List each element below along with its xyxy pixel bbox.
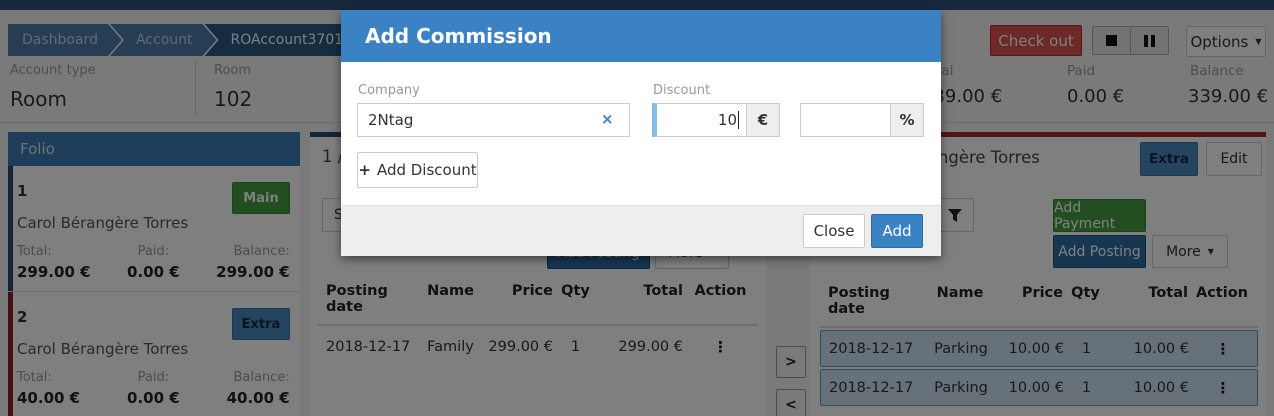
discount-amount-value: 10 bbox=[717, 111, 737, 129]
clear-company-icon[interactable]: × bbox=[601, 110, 614, 128]
add-discount-label: Add Discount bbox=[376, 161, 477, 179]
add-discount-button[interactable]: + Add Discount bbox=[357, 152, 478, 188]
plus-icon: + bbox=[358, 161, 371, 179]
company-input[interactable] bbox=[357, 103, 630, 137]
close-button[interactable]: Close bbox=[803, 214, 865, 248]
company-label: Company bbox=[358, 83, 420, 98]
modal-title: Add Commission bbox=[341, 10, 941, 62]
modal-footer: Close Add bbox=[341, 205, 941, 256]
text-cursor bbox=[738, 111, 739, 129]
discount-label: Discount bbox=[653, 83, 711, 98]
discount-amount-input[interactable]: 10 bbox=[652, 103, 747, 137]
euro-suffix: € bbox=[746, 103, 780, 137]
percent-suffix: % bbox=[890, 103, 924, 137]
discount-percent-input[interactable] bbox=[800, 103, 891, 137]
add-button[interactable]: Add bbox=[871, 214, 923, 248]
add-commission-modal: Add Commission Company × Discount 10 € %… bbox=[341, 10, 941, 256]
